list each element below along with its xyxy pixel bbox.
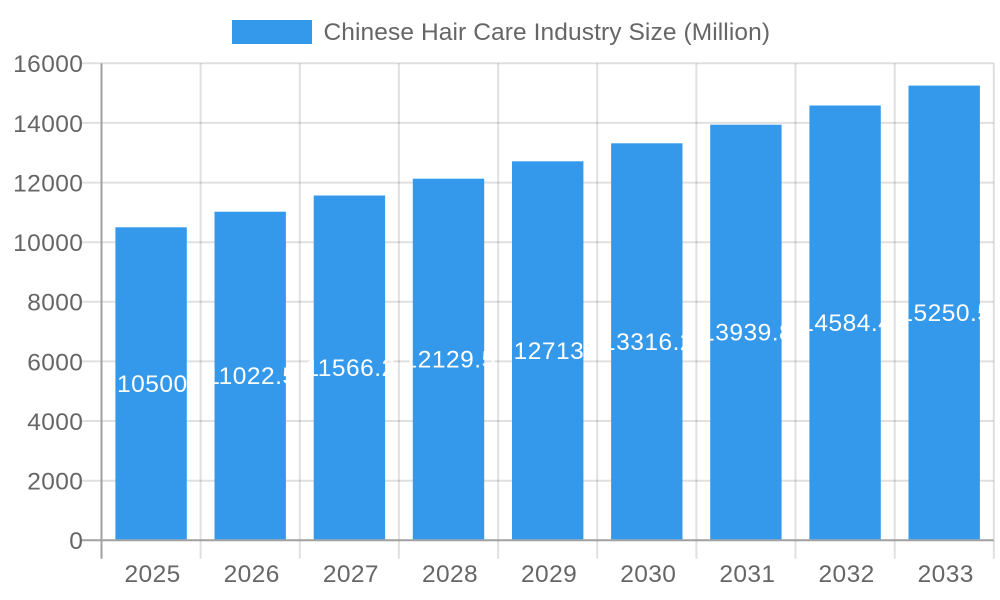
svg-text:14584.4: 14584.4 [800, 310, 892, 337]
svg-text:2000: 2000 [27, 469, 83, 496]
svg-text:16000: 16000 [13, 51, 83, 78]
svg-text:12129.5: 12129.5 [404, 347, 496, 374]
svg-text:10500: 10500 [117, 371, 188, 398]
svg-text:2025: 2025 [125, 561, 181, 588]
svg-text:2033: 2033 [918, 561, 974, 588]
svg-text:6000: 6000 [27, 349, 83, 376]
svg-text:2026: 2026 [224, 561, 280, 588]
svg-text:14000: 14000 [13, 111, 83, 138]
svg-text:0: 0 [69, 528, 83, 555]
svg-text:2028: 2028 [422, 561, 478, 588]
svg-text:11022.5: 11022.5 [206, 363, 296, 390]
svg-text:2027: 2027 [323, 561, 379, 588]
svg-text:2032: 2032 [819, 561, 875, 588]
svg-text:13939.8: 13939.8 [701, 320, 793, 347]
svg-text:12000: 12000 [13, 171, 83, 198]
svg-text:12713: 12713 [514, 338, 585, 365]
svg-text:15250.5: 15250.5 [899, 300, 991, 327]
svg-text:13316.2: 13316.2 [602, 329, 694, 356]
svg-text:2031: 2031 [719, 561, 775, 588]
svg-text:2030: 2030 [620, 561, 676, 588]
svg-text:4000: 4000 [27, 409, 83, 436]
svg-text:10000: 10000 [13, 230, 83, 257]
svg-text:Chinese Hair Care Industry Siz: Chinese Hair Care Industry Size (Million… [324, 19, 771, 46]
svg-text:8000: 8000 [27, 290, 83, 317]
svg-text:11566.2: 11566.2 [305, 355, 395, 382]
svg-text:2029: 2029 [521, 561, 577, 588]
